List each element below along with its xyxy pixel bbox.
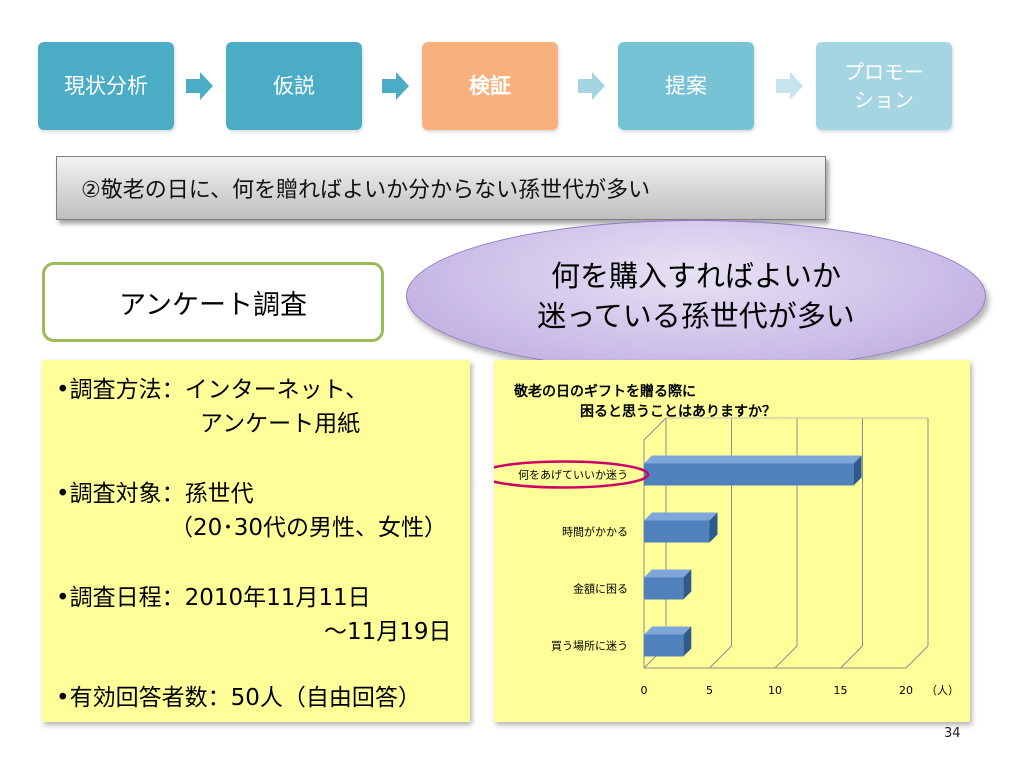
x-tick-label: 10 xyxy=(768,684,782,697)
survey-target: •調査対象：孫世代 xyxy=(56,481,254,507)
survey-label-box: アンケート調査 xyxy=(42,262,384,342)
y-tick-label: 何をあげていいか迷う xyxy=(518,469,628,482)
step-label: 現状分析 xyxy=(64,74,148,98)
bar-top xyxy=(644,512,718,521)
survey-method-cont: アンケート用紙 xyxy=(200,411,361,437)
y-tick-label: 買う場所に迷う xyxy=(551,640,628,653)
y-tick-label: 時間がかかる xyxy=(562,525,628,539)
chart-title: 敬老の日のギフトを贈る際に 困ると思うことはありますか？ xyxy=(514,382,776,422)
conclusion-callout: 何を購入すればよいか 迷っている孫世代が多い xyxy=(406,220,986,372)
survey-target-cont: （20･30代の男性、女性） xyxy=(170,515,448,541)
bar-top xyxy=(644,569,692,578)
banner-text: ②敬老の日に、何を贈ればよいか分からない孫世代が多い xyxy=(81,178,651,203)
survey-label: アンケート調査 xyxy=(119,289,307,321)
page-number: 34 xyxy=(944,726,961,741)
bar xyxy=(644,463,854,486)
step-label: 提案 xyxy=(665,74,707,98)
callout-text: 何を購入すればよいか 迷っている孫世代が多い xyxy=(537,259,855,333)
bar xyxy=(644,577,684,600)
chart-title-line1: 敬老の日のギフトを贈る際に xyxy=(514,384,696,400)
step-label: 仮説 xyxy=(273,74,315,98)
survey-method: •調査方法：インターネット、 xyxy=(56,377,369,403)
gridline-floor xyxy=(709,645,732,669)
arrow-right-icon xyxy=(776,72,803,100)
survey-date-cont: ～11月19日 xyxy=(324,619,452,645)
step-proposal: 提案 xyxy=(618,42,754,130)
x-tick-label: 5 xyxy=(706,684,713,697)
step-label: プロモー ション xyxy=(844,60,924,112)
chart-title-line2: 困ると思うことはありますか？ xyxy=(580,404,776,420)
bar-side xyxy=(709,512,718,543)
bar xyxy=(644,634,684,657)
gridline-floor xyxy=(774,645,798,669)
x-tick-label: 20 xyxy=(899,684,913,697)
arrow-right-icon xyxy=(186,72,213,100)
highlight-circle xyxy=(494,460,650,489)
step-current-analysis: 現状分析 xyxy=(38,42,174,130)
arrow-right-icon xyxy=(382,72,409,100)
gridline-floor xyxy=(905,645,929,669)
bar-side xyxy=(683,569,692,600)
survey-date: •調査日程：2010年11月11日 xyxy=(56,585,371,611)
x-tick-label: 15 xyxy=(834,684,848,697)
bar-side xyxy=(683,626,692,657)
survey-respondents: •有効回答者数：50人（自由回答） xyxy=(56,685,421,711)
bar-top xyxy=(644,455,862,464)
bar-side xyxy=(853,455,862,486)
step-promotion: プロモー ション xyxy=(816,42,952,130)
step-verification: 検証 xyxy=(422,42,558,130)
chart-panel: 敬老の日のギフトを贈る際に 困ると思うことはありますか？ 0 5 10 15 20 （人）… xyxy=(494,360,970,722)
wall-edge xyxy=(643,417,667,441)
step-label: 検証 xyxy=(469,74,511,98)
arrow-right-icon xyxy=(578,72,605,100)
y-tick-label: 金額に困る xyxy=(573,582,628,596)
x-unit-label: （人） xyxy=(926,684,959,697)
step-hypothesis: 仮説 xyxy=(226,42,362,130)
x-tick-label: 0 xyxy=(641,684,648,697)
finding-banner: ②敬老の日に、何を贈ればよいか分からない孫世代が多い xyxy=(56,156,826,220)
bar-top xyxy=(644,626,692,635)
survey-info-panel: •調査方法：インターネット、 アンケート用紙 •調査対象：孫世代 （20･30代… xyxy=(42,360,470,722)
gridline-floor xyxy=(840,645,863,669)
bar xyxy=(644,520,710,543)
